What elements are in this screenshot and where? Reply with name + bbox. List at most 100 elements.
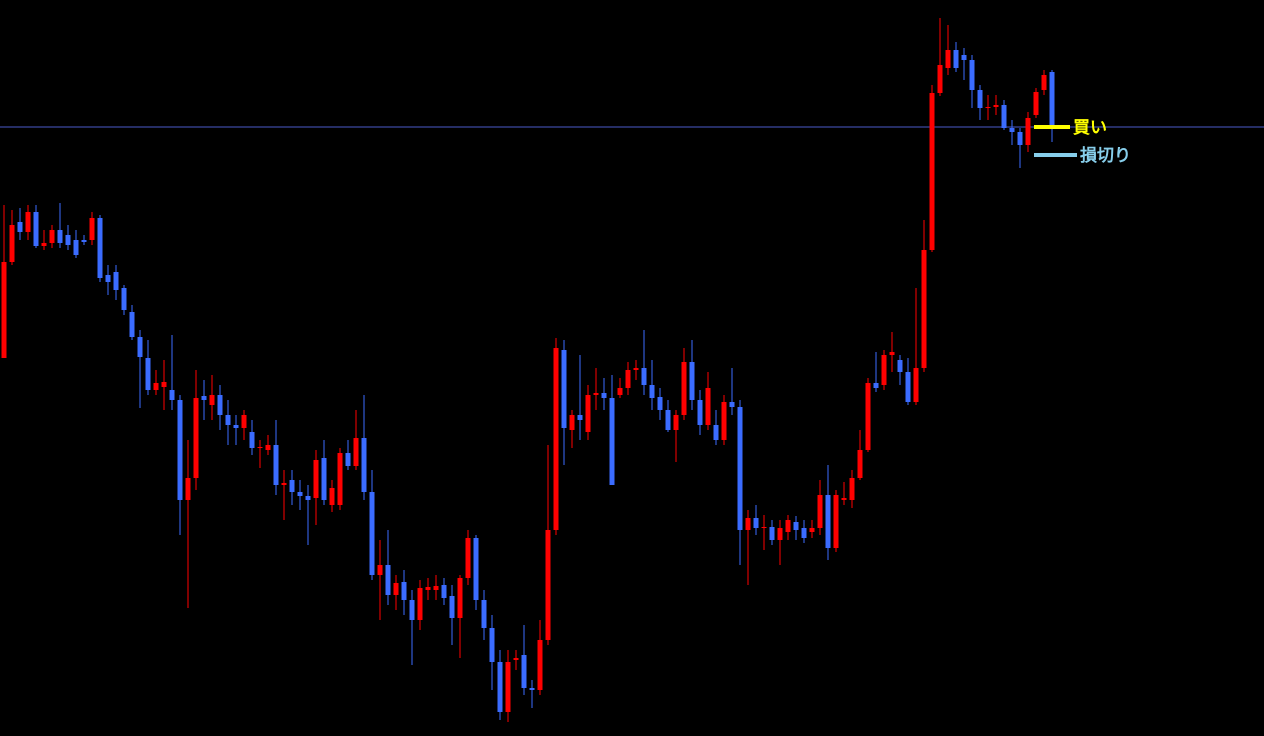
candle-body — [73, 240, 79, 255]
candle-body — [129, 312, 135, 337]
candle-body — [385, 565, 391, 595]
candle-body — [665, 410, 671, 430]
candle-body — [753, 518, 759, 528]
candle-body — [601, 393, 607, 398]
candle-body — [345, 453, 351, 466]
candle-body — [529, 688, 535, 690]
candle-body — [737, 407, 743, 530]
candle-body — [713, 425, 719, 440]
candle-body — [217, 395, 223, 415]
candle-body — [881, 355, 887, 385]
candle-body — [657, 397, 663, 410]
candle-body — [177, 400, 183, 500]
candle-body — [409, 600, 415, 620]
candle-body — [705, 388, 711, 425]
candle-body — [121, 288, 127, 310]
candle-body — [201, 396, 207, 400]
candle-body — [545, 530, 551, 640]
candle-body — [105, 275, 111, 282]
candle-body — [897, 360, 903, 372]
candle-body — [369, 492, 375, 575]
candle-body — [1041, 75, 1047, 90]
candle-body — [81, 240, 87, 242]
candle-body — [577, 415, 583, 420]
candle-body — [1025, 118, 1031, 145]
candle-body — [377, 565, 383, 575]
candle-body — [97, 218, 103, 278]
candle-body — [65, 235, 71, 245]
candle-body — [569, 415, 575, 430]
candle-body — [265, 445, 271, 450]
candle-body — [785, 520, 791, 532]
candle-body — [353, 438, 359, 466]
candle-body — [865, 383, 871, 450]
candle-body — [969, 60, 975, 90]
candle-body — [889, 352, 895, 355]
candle-body — [33, 212, 39, 246]
candle-body — [809, 528, 815, 532]
candle-body — [521, 655, 527, 688]
candle-body — [841, 498, 847, 500]
candle-body — [689, 362, 695, 400]
candle-body — [169, 390, 175, 400]
candle-body — [913, 368, 919, 402]
candle-body — [337, 453, 343, 505]
candle-body — [89, 218, 95, 240]
candle-body — [697, 400, 703, 425]
candle-body — [961, 55, 967, 60]
candle-body — [289, 480, 295, 492]
candle-body — [1049, 72, 1055, 128]
candle-body — [745, 518, 751, 530]
candle-body — [417, 588, 423, 620]
candle-body — [681, 362, 687, 415]
candle-body — [585, 395, 591, 432]
candle-body — [561, 350, 567, 428]
candle-body — [721, 402, 727, 440]
candle-body — [817, 495, 823, 528]
candle-body — [617, 388, 623, 395]
candle-body — [1017, 132, 1023, 145]
candle-body — [225, 415, 231, 425]
candle-body — [537, 640, 543, 690]
candle-body — [649, 385, 655, 398]
candle-body — [801, 528, 807, 538]
candle-body — [553, 348, 559, 530]
candle-body — [297, 492, 303, 496]
candle-body — [937, 65, 943, 93]
candle-body — [793, 522, 799, 530]
candle-body — [929, 93, 935, 250]
candle-body — [41, 243, 47, 246]
candle-body — [473, 538, 479, 600]
candle-body — [425, 587, 431, 590]
candle-body — [633, 368, 639, 370]
candle-body — [17, 222, 23, 232]
candle-body — [505, 662, 511, 712]
candle-body — [953, 50, 959, 68]
candle-body — [193, 398, 199, 478]
candle-body — [241, 415, 247, 428]
candle-body — [313, 460, 319, 498]
candle-body — [921, 250, 927, 368]
candle-body — [1001, 105, 1007, 128]
candle-body — [361, 438, 367, 492]
candle-body — [329, 488, 335, 505]
candle-body — [153, 383, 159, 390]
candle-body — [233, 425, 239, 428]
candle-body — [1033, 92, 1039, 115]
candle-body — [769, 527, 775, 540]
candle-body — [873, 383, 879, 388]
candle-body — [305, 496, 311, 500]
candle-body — [49, 230, 55, 243]
candle-body — [401, 582, 407, 600]
level-label: 損切り — [1080, 145, 1131, 166]
candle-body — [1009, 128, 1015, 132]
candle-body — [57, 230, 63, 243]
candle-body — [985, 107, 991, 108]
candle-body — [849, 478, 855, 500]
candle-body — [145, 358, 151, 390]
candle-body — [9, 225, 15, 262]
candle-body — [825, 495, 831, 548]
candle-body — [513, 658, 519, 660]
